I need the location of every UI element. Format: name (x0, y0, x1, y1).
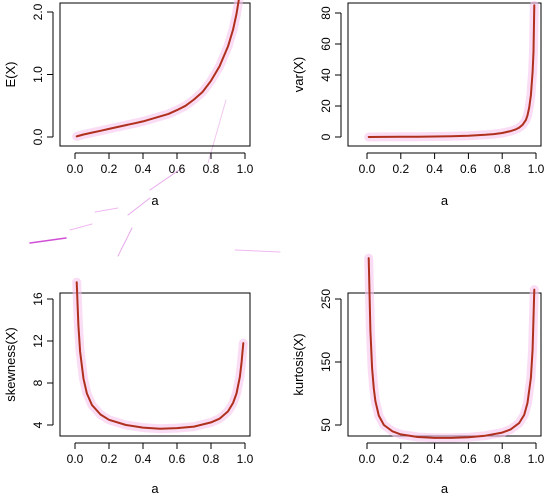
kurtosis-panel: 0.0 0.2 0.4 0.6 0.8 1.0 50 150 250 a kurtosis(X) (291, 253, 545, 496)
mean-y-tick-label: 1.0 (31, 66, 45, 83)
stray-mark (29, 237, 67, 244)
variance-y-tick-label: 80 (319, 6, 333, 20)
stray-mark (94, 207, 119, 213)
skewness-y-tick-label: 16 (31, 292, 45, 306)
skewness-y-tick-label: 4 (31, 421, 45, 428)
mean-x-tick-label: 0.4 (135, 162, 152, 176)
skewness-plot-frame (59, 292, 251, 437)
skewness-x-axis-title: a (151, 481, 159, 496)
variance-plot-frame (347, 2, 542, 147)
mean-x-tick-label: 0.8 (203, 162, 220, 176)
kurtosis-x-tick-label: 0.2 (392, 452, 409, 466)
variance-x-tick-label: 1.0 (528, 162, 545, 176)
kurtosis-y-tick-label: 250 (319, 289, 333, 309)
stray-mark (149, 167, 183, 191)
kurtosis-curve-shadow (364, 253, 539, 443)
kurtosis-x-axis: 0.0 0.2 0.4 0.6 0.8 1.0 (359, 442, 545, 466)
mean-x-tick-label: 0.0 (67, 162, 84, 176)
variance-x-axis: 0.0 0.2 0.4 0.6 0.8 1.0 (359, 152, 545, 176)
kurtosis-y-tick-label: 50 (319, 418, 333, 432)
skewness-x-axis: 0.0 0.2 0.4 0.6 0.8 1.0 (67, 442, 254, 466)
skewness-curve-shadow (72, 277, 248, 434)
stray-mark (69, 223, 93, 231)
variance-y-axis-title: var(X) (291, 57, 306, 92)
skewness-curve (75, 281, 245, 430)
mean-x-axis-title: a (151, 193, 159, 208)
variance-y-tick-label: 20 (319, 99, 333, 113)
skewness-y-axis: 4 8 12 16 (31, 292, 54, 428)
skewness-y-tick-label: 12 (31, 334, 45, 348)
skewness-x-tick-label: 0.6 (169, 452, 186, 466)
kurtosis-curve (367, 257, 536, 439)
mean-x-axis: 0.0 0.2 0.4 0.6 0.8 1.0 (67, 152, 254, 176)
variance-y-tick-label: 40 (319, 68, 333, 82)
mean-x-tick-label: 1.0 (237, 162, 254, 176)
skewness-y-tick-label: 8 (31, 379, 45, 386)
artifacts (29, 99, 281, 257)
variance-curve (367, 4, 536, 138)
variance-y-axis: 0 20 40 60 80 (319, 6, 342, 140)
variance-x-tick-label: 0.8 (494, 162, 511, 176)
variance-curve-shadow (364, 0, 539, 142)
skewness-y-axis-title: skewness(X) (3, 327, 18, 401)
stray-mark (127, 197, 151, 216)
variance-x-tick-label: 0.2 (392, 162, 409, 176)
skewness-x-tick-label: 0.2 (101, 452, 118, 466)
variance-x-tick-label: 0.6 (460, 162, 477, 176)
mean-x-tick-label: 0.2 (101, 162, 118, 176)
stray-mark (117, 227, 133, 257)
mean-curve (75, 0, 240, 138)
kurtosis-y-axis-title: kurtosis(X) (291, 333, 306, 395)
mean-y-tick-label: 0.0 (31, 128, 45, 145)
mean-panel: 0.0 0.2 0.4 0.6 0.8 1.0 0.0 1.0 2.0 a E(X) (3, 0, 254, 208)
variance-x-tick-label: 0.0 (359, 162, 376, 176)
skewness-x-tick-label: 0.8 (203, 452, 220, 466)
mean-y-axis-title: E(X) (3, 62, 18, 88)
skewness-panel: 0.0 0.2 0.4 0.6 0.8 1.0 4 8 12 16 a skewness(X) (3, 277, 254, 496)
kurtosis-x-axis-title: a (441, 481, 449, 496)
kurtosis-x-tick-label: 0.8 (494, 452, 511, 466)
variance-y-tick-label: 0 (319, 133, 333, 140)
variance-panel: 0.0 0.2 0.4 0.6 0.8 1.0 0 20 40 60 80 a var(X) (291, 0, 545, 208)
kurtosis-x-tick-label: 0.0 (359, 452, 376, 466)
skewness-x-tick-label: 1.0 (237, 452, 254, 466)
variance-x-axis-title: a (441, 193, 449, 208)
variance-y-tick-label: 60 (319, 37, 333, 51)
kurtosis-y-axis: 50 150 250 (319, 289, 342, 432)
kurtosis-x-tick-label: 0.6 (460, 452, 477, 466)
kurtosis-y-tick-label: 150 (319, 352, 333, 372)
kurtosis-x-tick-label: 0.4 (426, 452, 443, 466)
stray-mark (234, 249, 281, 253)
skewness-x-tick-label: 0.4 (135, 452, 152, 466)
variance-x-tick-label: 0.4 (426, 162, 443, 176)
mean-y-axis: 0.0 1.0 2.0 (31, 3, 54, 145)
mean-y-tick-label: 2.0 (31, 3, 45, 20)
kurtosis-x-tick-label: 1.0 (528, 452, 545, 466)
mean-x-tick-label: 0.6 (169, 162, 186, 176)
mean-plot-frame (59, 2, 251, 147)
skewness-x-tick-label: 0.0 (67, 452, 84, 466)
